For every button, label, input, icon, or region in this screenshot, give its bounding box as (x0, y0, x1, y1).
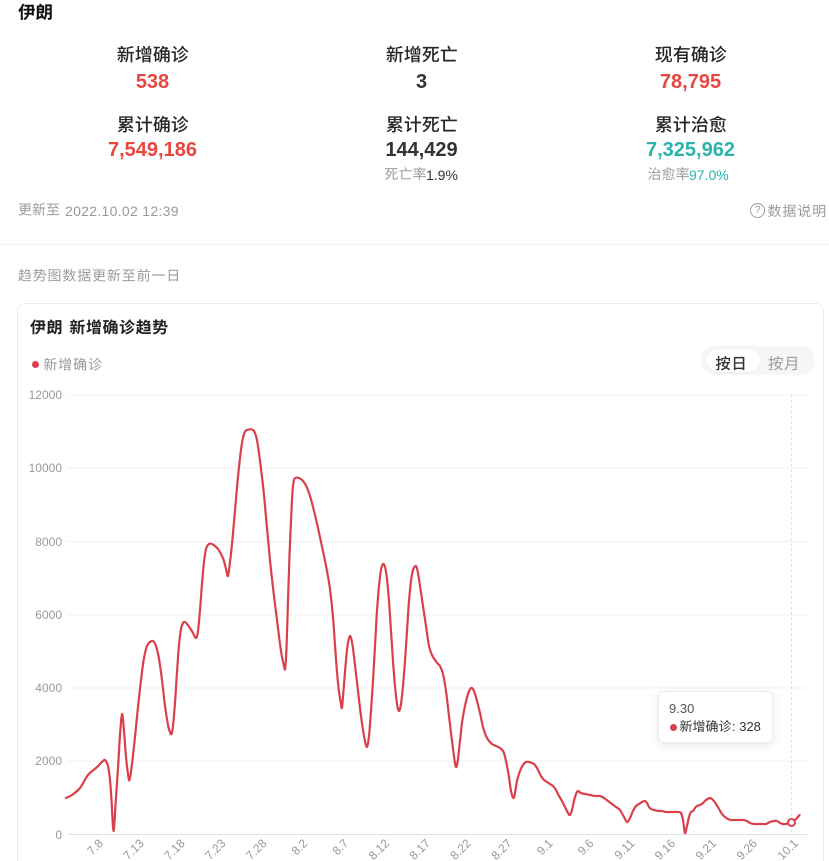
svg-text:8.17: 8.17 (407, 836, 434, 861)
svg-text:9.11: 9.11 (612, 836, 638, 861)
svg-text:7.23: 7.23 (202, 836, 229, 861)
svg-text:8.27: 8.27 (488, 836, 515, 861)
svg-text:8.12: 8.12 (366, 836, 393, 861)
svg-text:6000: 6000 (35, 608, 62, 622)
svg-text:9.26: 9.26 (734, 836, 761, 861)
svg-text:9.16: 9.16 (652, 836, 679, 861)
svg-text:7.13: 7.13 (120, 836, 147, 861)
svg-text:8.22: 8.22 (447, 836, 474, 861)
svg-text:10.1: 10.1 (775, 836, 802, 861)
svg-text:9.6: 9.6 (575, 836, 597, 858)
svg-text:9.21: 9.21 (693, 836, 720, 861)
svg-text:4000: 4000 (35, 681, 62, 695)
svg-text:8.2: 8.2 (289, 836, 311, 858)
svg-text:8.7: 8.7 (330, 836, 352, 858)
svg-text:7.18: 7.18 (161, 836, 188, 861)
svg-text:8000: 8000 (35, 535, 62, 549)
svg-text:10000: 10000 (29, 461, 63, 475)
svg-text:7.28: 7.28 (243, 836, 270, 861)
svg-text:7.8: 7.8 (84, 836, 106, 858)
svg-text:0: 0 (55, 828, 62, 842)
svg-text:12000: 12000 (29, 388, 63, 402)
svg-text:9.1: 9.1 (534, 836, 556, 858)
svg-text:2000: 2000 (35, 754, 62, 768)
